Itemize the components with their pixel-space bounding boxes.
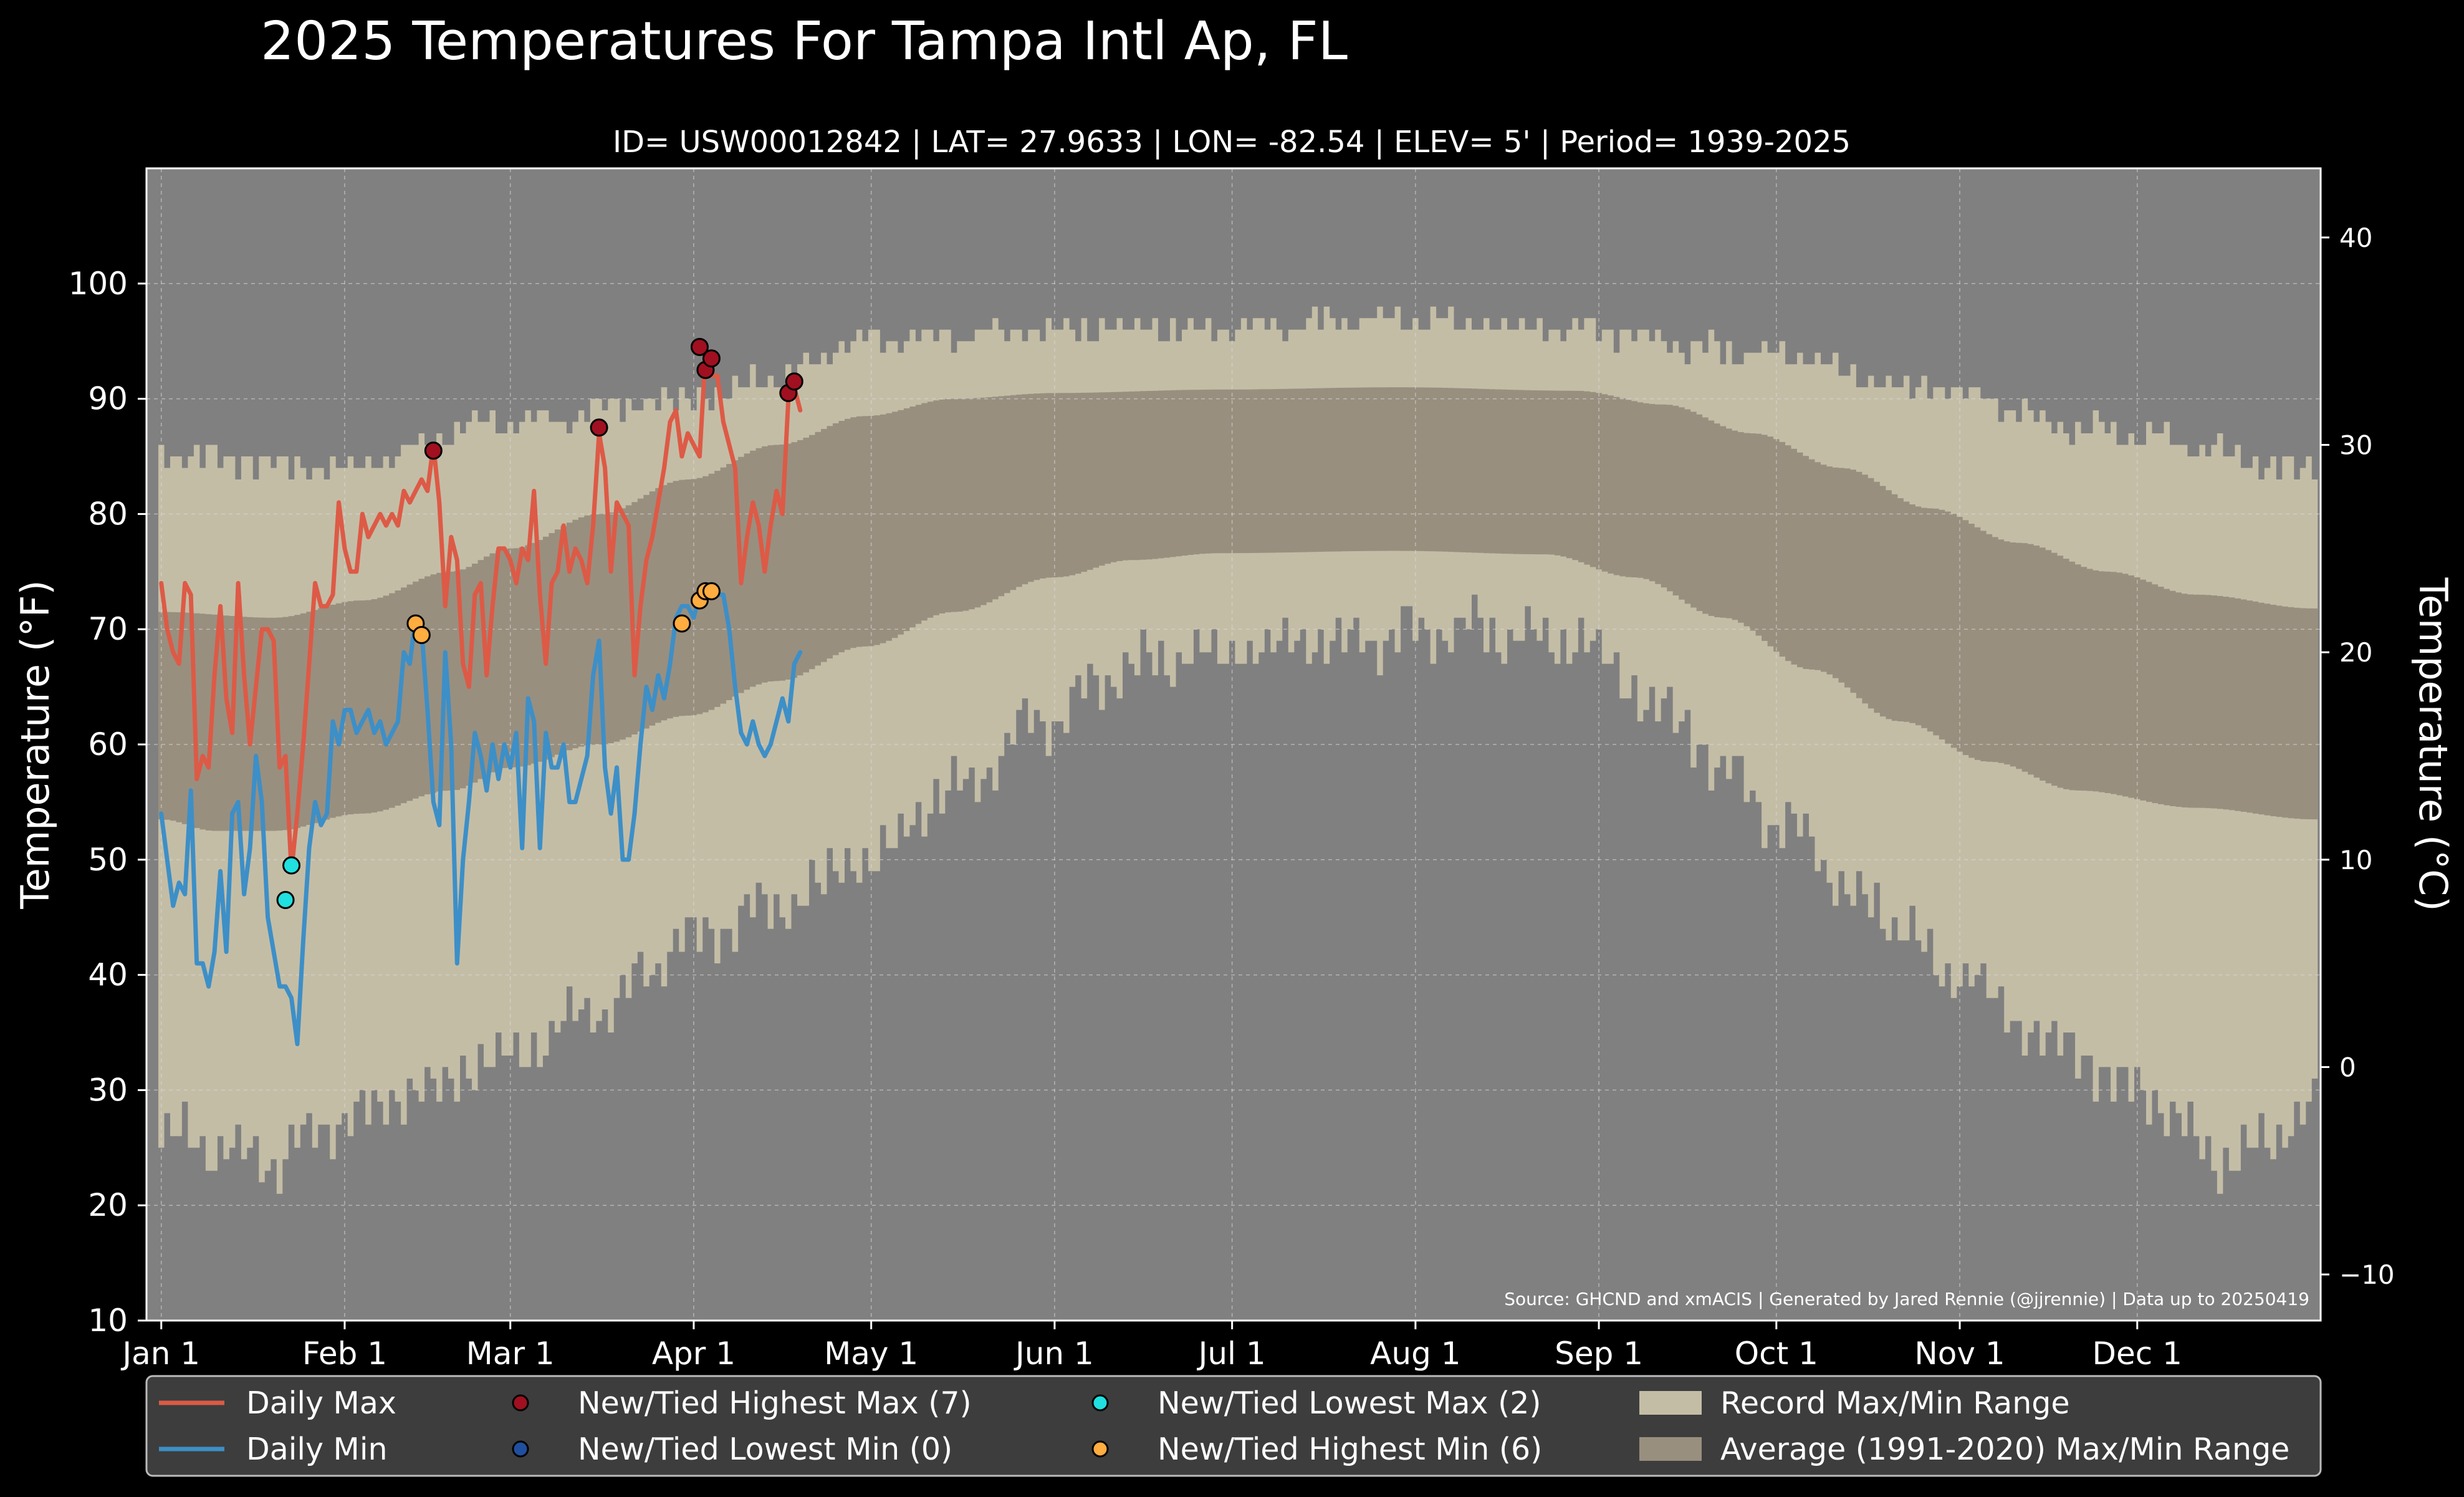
- y-tick-label: 50: [88, 842, 128, 878]
- left-y-axis: 10 20 30 40 50 60 70 80 90 100: [69, 266, 146, 1339]
- y-tick-label: 90: [88, 381, 128, 417]
- y-tick-label: 60: [88, 726, 128, 763]
- new-tied-highest-min-point: [702, 582, 721, 600]
- right-y-axis-label: Temperature (°C): [2410, 577, 2456, 911]
- gridlines: [146, 168, 2321, 1321]
- y-tick-label: 100: [69, 266, 128, 302]
- y-tick-label: 40: [88, 957, 128, 993]
- right-tick-label: 30: [2339, 430, 2372, 461]
- x-tick-label: Jan 1: [120, 1336, 200, 1372]
- new-tied-highest-max-point: [590, 418, 608, 437]
- legend-swatch-marker: [1091, 1394, 1109, 1412]
- new-tied-highest-min-point: [673, 614, 691, 633]
- daily-max-line: [159, 350, 803, 874]
- y-tick-label: 20: [88, 1187, 128, 1223]
- right-tick-label: 20: [2339, 637, 2372, 668]
- range-bands: [158, 306, 2318, 1194]
- legend-swatch-marker: [512, 1394, 529, 1412]
- normal-range-band: [158, 387, 2318, 831]
- new-tied-highest-max-point: [690, 337, 709, 356]
- chart-subtitle: ID= USW00012842 | LAT= 27.9633 | LON= -8…: [613, 125, 1851, 160]
- legend-label: New/Tied Highest Min (6): [1158, 1432, 1542, 1467]
- x-tick-label: Nov 1: [1914, 1336, 2005, 1372]
- legend-box: [145, 1375, 2322, 1477]
- x-tick-label: Jul 1: [1197, 1336, 1266, 1372]
- legend-swatch-marker: [512, 1440, 529, 1458]
- new-tied-lowest-max-point: [276, 890, 295, 909]
- legend-swatch-marker: [1091, 1440, 1109, 1458]
- source-note: Source: GHCND and xmACIS | Generated by …: [1504, 1289, 2309, 1309]
- new-tied-highest-min-point: [412, 625, 431, 644]
- new-tied-lowest-max-point: [282, 856, 301, 875]
- x-tick-label: Feb 1: [302, 1336, 387, 1372]
- legend-swatch-patch: [1639, 1437, 1702, 1461]
- new-tied-highest-max-point: [785, 372, 803, 391]
- x-tick-label: Mar 1: [466, 1336, 555, 1372]
- chart-title: 2025 Temperatures For Tampa Intl Ap, FL: [261, 11, 1348, 72]
- right-y-axis: −10 0 10 20 30 40: [2321, 223, 2395, 1290]
- x-tick-label: Dec 1: [2092, 1336, 2182, 1372]
- y-tick-label: 10: [88, 1302, 128, 1339]
- x-tick-label: Jun 1: [1014, 1336, 1094, 1372]
- new-tied-highest-max-point: [424, 441, 443, 460]
- y-tick-label: 70: [88, 611, 128, 647]
- record-points: [276, 337, 803, 909]
- x-axis: Jan 1 Feb 1 Mar 1 Apr 1 May 1 Jun 1 Jul 1 Aug 1…: [120, 1321, 2182, 1372]
- x-tick-label: Oct 1: [1735, 1336, 1818, 1372]
- daily-min-line: [159, 592, 803, 1046]
- x-tick-label: May 1: [824, 1336, 918, 1372]
- legend-label: New/Tied Lowest Max (2): [1158, 1385, 1541, 1421]
- y-tick-label: 80: [88, 496, 128, 532]
- legend-label: New/Tied Lowest Min (0): [578, 1432, 952, 1467]
- x-tick-label: Apr 1: [652, 1336, 736, 1372]
- legend-label: New/Tied Highest Max (7): [578, 1385, 972, 1421]
- right-tick-label: −10: [2339, 1259, 2395, 1290]
- legend-label: Average (1991-2020) Max/Min Range: [1720, 1432, 2289, 1467]
- legend-label: Record Max/Min Range: [1720, 1385, 2070, 1421]
- right-tick-label: 10: [2339, 845, 2372, 875]
- legend: Daily Max Daily Min New/Tied Highest Max (…: [145, 1375, 2322, 1477]
- legend-label: Daily Min: [246, 1432, 388, 1467]
- new-tied-highest-max-point: [702, 349, 721, 368]
- x-tick-label: Sep 1: [1555, 1336, 1643, 1372]
- left-y-axis-label: Temperature (°F): [12, 580, 58, 909]
- legend-swatch-patch: [1639, 1391, 1702, 1415]
- x-tick-label: Aug 1: [1370, 1336, 1460, 1372]
- y-tick-label: 30: [88, 1072, 128, 1108]
- right-tick-label: 0: [2339, 1052, 2356, 1082]
- right-tick-label: 40: [2339, 223, 2372, 253]
- legend-label: Daily Max: [246, 1385, 396, 1421]
- daily-series: [159, 350, 803, 1046]
